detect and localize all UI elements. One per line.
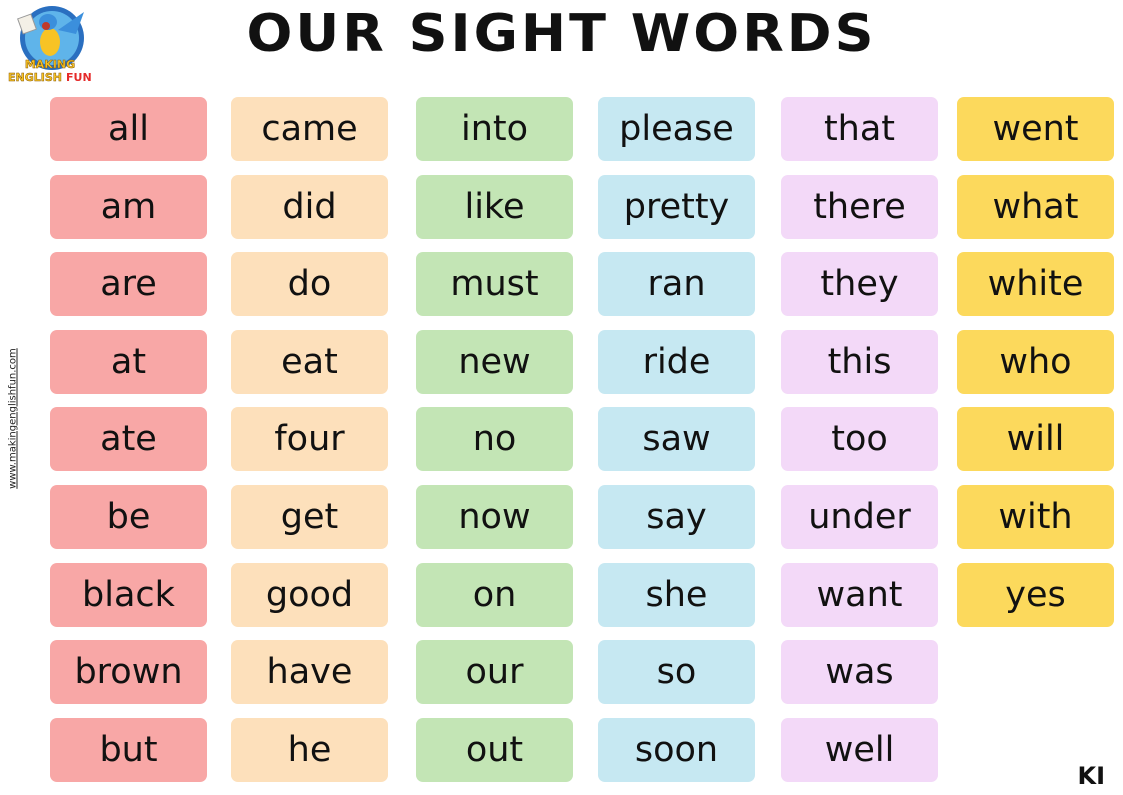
word-card: ran (598, 252, 755, 317)
word-card: ride (598, 329, 755, 394)
word-column: went what white who will with yes (957, 97, 1114, 640)
word-card: this (781, 329, 938, 394)
word-column: that there they this too under want was well (781, 97, 938, 795)
level-label: KI (1077, 762, 1105, 790)
word-card: all (50, 97, 207, 161)
word-card: now (416, 484, 573, 549)
word-card: yes (957, 562, 1114, 627)
word-card: want (781, 562, 938, 627)
word-card: well (781, 717, 938, 782)
word-card: she (598, 562, 755, 627)
word-card: under (781, 484, 938, 549)
word-card: went (957, 97, 1114, 161)
website-url: www.makingenglishfun.com (7, 348, 19, 489)
word-card: out (416, 717, 573, 782)
word-card: at (50, 329, 207, 394)
word-card: say (598, 484, 755, 549)
word-card: like (416, 174, 573, 239)
word-card: pretty (598, 174, 755, 239)
word-card: have (231, 640, 388, 705)
word-card: black (50, 562, 207, 627)
svg-text:FUN: FUN (66, 71, 92, 84)
word-column: into like must new no now on our out (416, 97, 573, 795)
word-column: all am are at ate be black brown but (50, 97, 207, 795)
word-column: please pretty ran ride saw say she so soon (598, 97, 755, 795)
word-card: get (231, 484, 388, 549)
word-card: will (957, 407, 1114, 472)
word-card: who (957, 329, 1114, 394)
word-card: they (781, 252, 938, 317)
word-card: with (957, 484, 1114, 549)
word-card: into (416, 97, 573, 161)
word-card: so (598, 640, 755, 705)
word-card: too (781, 407, 938, 472)
word-card: ate (50, 407, 207, 472)
word-card: good (231, 562, 388, 627)
word-card: white (957, 252, 1114, 317)
word-card: eat (231, 329, 388, 394)
word-card: did (231, 174, 388, 239)
word-card: new (416, 329, 573, 394)
word-card: am (50, 174, 207, 239)
word-card: our (416, 640, 573, 705)
word-card: do (231, 252, 388, 317)
word-card: soon (598, 717, 755, 782)
word-card: brown (50, 640, 207, 705)
word-card: what (957, 174, 1114, 239)
word-card: four (231, 407, 388, 472)
making-english-fun-logo: MAKING ENGLISH FUN (8, 6, 92, 84)
word-card: please (598, 97, 755, 161)
word-card: was (781, 640, 938, 705)
svg-text:ENGLISH: ENGLISH (8, 71, 62, 84)
word-card: no (416, 407, 573, 472)
word-card: came (231, 97, 388, 161)
word-card: are (50, 252, 207, 317)
word-card: that (781, 97, 938, 161)
word-card: on (416, 562, 573, 627)
word-card: saw (598, 407, 755, 472)
svg-text:MAKING: MAKING (25, 58, 75, 71)
word-card: but (50, 717, 207, 782)
word-card: must (416, 252, 573, 317)
word-card: be (50, 484, 207, 549)
page-title: OUR SIGHT WORDS (246, 3, 877, 64)
word-column: came did do eat four get good have he (231, 97, 388, 795)
word-card: there (781, 174, 938, 239)
word-card: he (231, 717, 388, 782)
